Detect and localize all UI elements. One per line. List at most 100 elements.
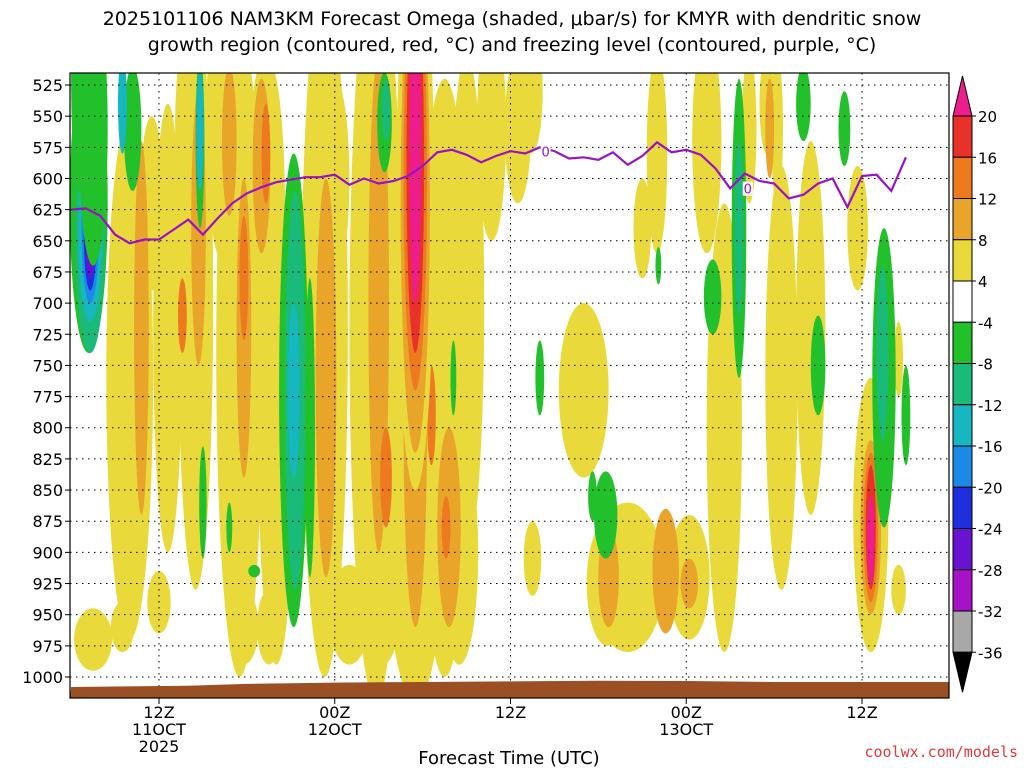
omega-region-111 [901, 365, 911, 466]
colorbar-label--12: -12 [978, 397, 1003, 415]
omega-region-107 [838, 91, 851, 166]
omega-region-61 [178, 278, 187, 353]
omega-region-62 [239, 215, 249, 341]
y-tick-label-775: 775 [32, 388, 63, 407]
omega-region-45 [633, 178, 652, 279]
freezing-level-label-bg-0 [540, 144, 551, 159]
omega-region-108 [810, 315, 826, 416]
y-tick-label-675: 675 [32, 263, 63, 282]
omega-region-42 [698, 73, 713, 154]
credit-text: coolwx.com/models [864, 743, 1018, 761]
y-tick-label-575: 575 [32, 138, 63, 157]
colorbar-segment-16_20 [952, 115, 973, 158]
omega-region-39 [523, 521, 542, 596]
y-tick-label-800: 800 [32, 419, 63, 438]
x-tick-label-3-1: 13OCT [659, 720, 713, 739]
omega-region-84 [78, 73, 108, 266]
omega-region-52 [315, 178, 337, 578]
colorbar-label--36: -36 [978, 644, 1003, 662]
grid-lines [70, 73, 949, 698]
omega-region-94 [226, 502, 233, 553]
x-tick-label-2-0: 12Z [495, 703, 526, 722]
omega-region-66 [261, 103, 271, 204]
omega-region-102 [655, 247, 662, 285]
freezing-level-line [71, 140, 907, 245]
x-tick-label-0-1: 11OCT [132, 720, 186, 739]
omega-region-36 [365, 539, 401, 665]
omega-region-103 [703, 259, 722, 335]
omega-region-98 [450, 340, 457, 416]
omega-region-93 [199, 446, 207, 559]
omega-region-40 [891, 564, 906, 615]
omega-region-88 [196, 73, 204, 191]
colorbar-label--20: -20 [978, 479, 1003, 497]
omega-region-72 [409, 73, 422, 304]
colorbar-segment--12_-8 [952, 363, 973, 406]
omega-region-92 [304, 278, 315, 578]
colorbar-segment--20_-16 [952, 445, 973, 488]
colorbar: 20 16 12 8 4 -4 -8 -12 -16 -20 -24 -28 -32 -36 [952, 75, 1003, 693]
colorbar-label--8: -8 [978, 356, 993, 374]
omega-region-47 [134, 141, 149, 515]
y-tick-label-875: 875 [32, 512, 63, 531]
omega-region-74 [867, 496, 875, 584]
omega-region-91 [287, 303, 300, 478]
colorbar-label-12: 12 [978, 191, 997, 209]
y-tick-label-700: 700 [32, 294, 63, 313]
omega-region-2 [153, 103, 183, 553]
colorbar-label--28: -28 [978, 562, 1003, 580]
omega-region-26 [765, 166, 798, 590]
colorbar-segment--4_4 [952, 280, 973, 323]
x-axis-label: Forecast Time (UTC) [418, 748, 599, 768]
plot-frame [69, 72, 950, 699]
x-tick-label-0-2: 2025 [139, 737, 180, 756]
colorbar-label-20: 20 [978, 108, 997, 126]
omega-region-31 [110, 602, 135, 652]
omega-region-49 [222, 73, 237, 216]
colorbar-segment--28_-24 [952, 528, 973, 571]
y-axis: 525 550 575 600 625 650 675 700 725 750 775 800 825 8… [22, 76, 70, 687]
y-tick-label-650: 650 [32, 232, 63, 251]
omega-region-95 [248, 564, 261, 578]
colorbar-segment-8_12 [952, 198, 973, 241]
y-tick-label-600: 600 [32, 169, 63, 188]
y-tick-label-725: 725 [32, 325, 63, 344]
omega-region-34 [257, 589, 281, 665]
x-tick-label-1-1: 12OCT [308, 720, 362, 739]
omega-region-97 [381, 78, 391, 142]
omega-region-27 [796, 141, 826, 515]
colorbar-segment--36_-32 [952, 610, 973, 653]
omega-region-14 [449, 73, 485, 553]
freezing-level-layer: 00 [71, 140, 907, 245]
y-tick-label-750: 750 [32, 356, 63, 375]
terrain-layer [70, 680, 949, 698]
omega-region-35 [328, 564, 370, 665]
colorbar-label--4: -4 [978, 314, 993, 332]
omega-region-106 [796, 73, 811, 142]
y-tick-label-925: 925 [32, 575, 63, 594]
colorbar-segment--32_-28 [952, 569, 973, 612]
omega-region-65 [441, 496, 451, 559]
omega-region-105 [734, 141, 744, 316]
y-tick-label-850: 850 [32, 481, 63, 500]
y-tick-label-525: 525 [32, 76, 63, 95]
omega-region-17 [519, 73, 543, 154]
omega-region-59 [765, 78, 775, 179]
terrain-fill [70, 680, 949, 698]
x-tick-label-4-0: 12Z [846, 703, 877, 722]
y-tick-label-825: 825 [32, 450, 63, 469]
omega-region-41 [894, 321, 903, 397]
colorbar-label-16: 16 [978, 149, 997, 167]
x-tick-label-3-0: 00Z [671, 703, 702, 722]
freezing-level-label-bg-1 [742, 181, 753, 196]
colorbar-label--32: -32 [978, 603, 1003, 621]
omega-region-99 [535, 340, 545, 416]
colorbar-segment-12_16 [952, 156, 973, 199]
omega-region-30 [74, 608, 113, 671]
chart-title-line-1: 2025101106 NAM3KM Forecast Omega (shaded… [103, 8, 922, 30]
omega-region-21 [646, 73, 668, 254]
colorbar-label--16: -16 [978, 438, 1003, 456]
x-tick-label-0-0: 12Z [143, 703, 174, 722]
